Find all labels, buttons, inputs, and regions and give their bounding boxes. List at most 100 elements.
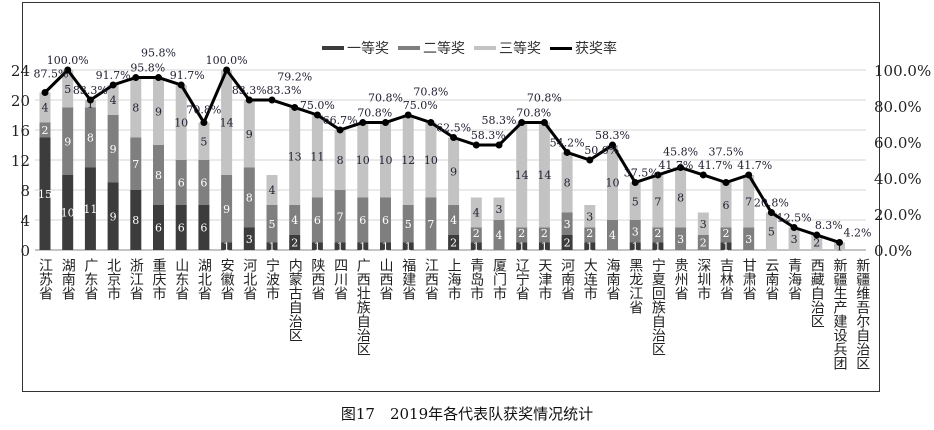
x-tick-label: 青岛市	[468, 258, 485, 300]
bar-data-label: 3	[564, 218, 571, 231]
bar-data-label: 10	[61, 207, 75, 220]
y-tick-label: 4	[20, 212, 30, 230]
award-rate-label: 95.8%	[141, 47, 176, 60]
bar-data-label: 8	[677, 192, 684, 205]
bar-segment	[675, 167, 687, 228]
bar-data-label: 6	[155, 222, 162, 235]
award-rate-point	[41, 89, 49, 96]
bar-segment	[425, 122, 437, 198]
bar-segment	[652, 175, 664, 228]
bar-segment	[198, 160, 210, 205]
bar-data-label: 3	[791, 233, 798, 246]
award-rate-point	[586, 156, 594, 164]
award-rate-point	[722, 179, 730, 186]
award-rate-point	[132, 74, 140, 82]
award-rate-label: 100.0%	[206, 54, 248, 67]
award-rate-point	[86, 96, 94, 104]
bar-segment	[357, 197, 369, 243]
bar-data-label: 3	[496, 203, 503, 216]
bar-segment	[402, 242, 414, 250]
award-rate-point	[631, 179, 639, 186]
x-tick-label: 云南省	[763, 258, 780, 300]
x-tick-label: 新疆生产建设兵团	[831, 258, 848, 370]
bar-segment	[516, 122, 528, 228]
bar-segment	[62, 70, 74, 108]
award-rate-label: 95.8%	[130, 62, 165, 75]
award-rate-label: 87.5%	[34, 68, 69, 81]
bar-segment	[425, 197, 437, 250]
award-rate-label: 70.8%	[368, 92, 403, 105]
bar-data-label: 3	[677, 233, 684, 246]
bar-segment	[198, 122, 210, 160]
bar-data-label: 2	[700, 237, 707, 250]
bar-segment	[584, 242, 596, 250]
bar-segment	[62, 175, 74, 250]
bar-segment	[720, 227, 732, 243]
bar-data-label: 1	[518, 240, 525, 253]
bar-segment	[561, 212, 573, 235]
bar-data-label: 2	[813, 237, 820, 250]
bar-data-label: 10	[174, 117, 188, 130]
bar-data-label: 1	[314, 240, 321, 253]
bar-data-label: 1	[654, 240, 661, 253]
bar-segment	[697, 212, 709, 235]
award-rate-point	[404, 111, 412, 119]
bar-data-label: 1	[269, 240, 276, 253]
bar-segment	[311, 242, 323, 250]
x-tick-label: 山西省	[377, 258, 394, 300]
award-rate-point	[563, 148, 571, 156]
x-tick-label: 北京市	[105, 258, 122, 300]
legend-award-rate: 获奖率	[550, 38, 617, 58]
bar-segment	[357, 122, 369, 198]
y2-tick-label: 0.0%	[874, 242, 912, 260]
award-rate-point	[200, 119, 208, 127]
x-tick-label: 重庆市	[150, 258, 167, 300]
bar-segment	[607, 220, 618, 250]
bar-segment	[311, 197, 323, 243]
award-rate-label: 12.5%	[777, 212, 812, 225]
bar-segment	[788, 227, 800, 250]
bar-segment	[243, 100, 255, 168]
award-rate-label: 58.3%	[595, 129, 630, 142]
award-rate-point	[427, 119, 435, 127]
bar-segment	[561, 235, 573, 250]
bar-data-label: 7	[427, 218, 434, 231]
legend-label: 二等奖	[423, 41, 465, 57]
x-tick-label: 宁波市	[264, 258, 280, 300]
x-tick-label: 湖北省	[195, 258, 212, 300]
award-rate-label: 4.2%	[844, 226, 872, 239]
y-tick-label: 8	[20, 182, 30, 200]
bar-segment	[107, 182, 119, 250]
bar-data-label: 4	[269, 184, 276, 197]
bar-segment	[175, 160, 187, 205]
y-tick-label: 16	[11, 122, 30, 140]
bar-segment	[470, 197, 482, 228]
bar-data-label: 6	[178, 177, 185, 190]
award-rate-point	[836, 238, 843, 246]
bar-segment	[266, 242, 278, 250]
bar-data-label: 15	[38, 188, 52, 201]
bar-segment	[221, 175, 233, 243]
award-rate-point	[268, 96, 276, 104]
bar-data-label: 2	[564, 237, 571, 250]
bar-data-label: 3	[632, 225, 639, 238]
bar-segment	[516, 242, 528, 250]
bar-segment	[380, 242, 391, 250]
bar-data-label: 8	[564, 177, 571, 190]
bar-segment	[697, 235, 709, 250]
bar-segment	[153, 205, 164, 250]
y-tick-label: 20	[11, 92, 30, 110]
bar-data-label: 2	[518, 227, 525, 240]
bar-segment	[834, 242, 845, 250]
bar-segment	[448, 205, 460, 235]
award-rate-label: 58.3%	[471, 129, 506, 142]
award-rate-point	[223, 66, 231, 74]
y-tick-label: 12	[11, 152, 30, 170]
bar-segment	[448, 235, 460, 250]
bar-segment	[221, 242, 233, 250]
bar-data-label: 9	[450, 165, 457, 178]
x-tick-label: 安徽省	[218, 258, 235, 300]
bar-data-label: 13	[288, 150, 302, 163]
y2-tick-label: 60.0%	[874, 134, 922, 152]
bar-segment	[470, 227, 482, 243]
